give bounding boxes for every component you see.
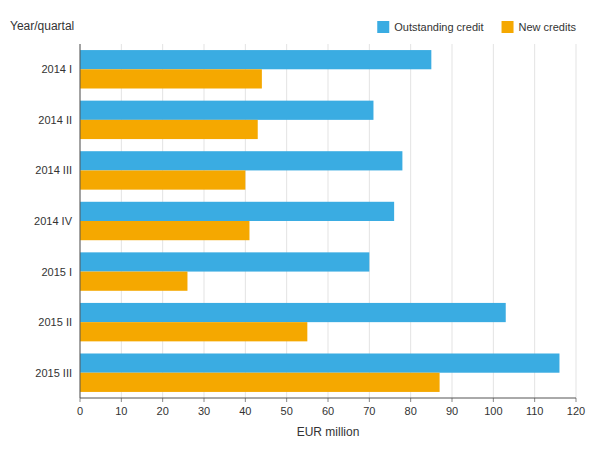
tick-label: 2014 IV: [34, 215, 73, 227]
grid-line: [576, 44, 577, 398]
bar: [80, 69, 262, 88]
bar: [80, 221, 249, 240]
tick-mark: [80, 398, 81, 402]
bar: [80, 272, 187, 291]
tick-mark: [576, 398, 577, 402]
bar: [80, 303, 506, 322]
tick-mark: [121, 398, 122, 402]
tick-mark: [328, 398, 329, 402]
axis-line: [80, 44, 81, 398]
tick-mark: [493, 398, 494, 402]
x-axis-label: EUR million: [297, 425, 360, 439]
tick-mark: [162, 398, 163, 402]
legend: Outstanding credit New credits: [377, 21, 576, 33]
tick-label: 2015 I: [41, 266, 72, 278]
tick-label: 0: [77, 405, 83, 417]
legend-swatch: [502, 21, 514, 33]
bar: [80, 353, 559, 372]
legend-item: Outstanding credit: [377, 21, 483, 33]
tick-label: 20: [157, 405, 169, 417]
y-axis-label: Year/quartal: [10, 19, 74, 33]
tick-label: 2015 II: [38, 316, 72, 328]
tick-mark: [204, 398, 205, 402]
tick-mark: [452, 398, 453, 402]
axis-line: [80, 398, 576, 399]
y-axis: 2014 I 2014 II 2014 III 2014 IV 2015 I 2015 I…: [34, 63, 73, 378]
tick-label: 100: [484, 405, 502, 417]
tick-mark: [410, 398, 411, 402]
bar: [80, 373, 440, 392]
tick-mark: [245, 398, 246, 402]
grid-line: [534, 44, 535, 398]
grid-line: [493, 44, 494, 398]
tick-label: 40: [239, 405, 251, 417]
tick-label: 30: [198, 405, 210, 417]
tick-label: 2015 III: [35, 367, 72, 379]
tick-label: 60: [322, 405, 334, 417]
bar: [80, 252, 369, 271]
tick-label: 90: [446, 405, 458, 417]
bar: [80, 322, 307, 341]
tick-label: 70: [363, 405, 375, 417]
tick-mark: [534, 398, 535, 402]
bar: [80, 151, 402, 170]
grid-line: [452, 44, 453, 398]
legend-item: New credits: [502, 21, 577, 33]
legend-label: Outstanding credit: [394, 21, 483, 33]
bar: [80, 202, 394, 221]
bar: [80, 170, 245, 189]
tick-label: 2014 III: [35, 164, 72, 176]
grid-line: [80, 44, 81, 398]
tick-label: 110: [526, 405, 544, 417]
legend-label: New credits: [519, 21, 577, 33]
tick-label: 120: [567, 405, 585, 417]
bar: [80, 50, 431, 69]
chart: 01020304050607080901001101202014 I2014 I…: [0, 0, 600, 450]
tick-mark: [369, 398, 370, 402]
x-axis: 0 10 20 30 40 50 60 70 80 90 100 110 120: [77, 398, 585, 417]
legend-swatch: [377, 21, 389, 33]
grid-line: [410, 44, 411, 398]
bar: [80, 120, 258, 139]
grid: [80, 44, 576, 398]
tick-mark: [286, 398, 287, 402]
tick-label: 80: [405, 405, 417, 417]
tick-label: 2014 I: [41, 63, 72, 75]
tick-label: 2014 II: [38, 114, 72, 126]
tick-label: 50: [281, 405, 293, 417]
bars: [80, 50, 559, 392]
bar: [80, 101, 373, 120]
tick-label: 10: [115, 405, 127, 417]
